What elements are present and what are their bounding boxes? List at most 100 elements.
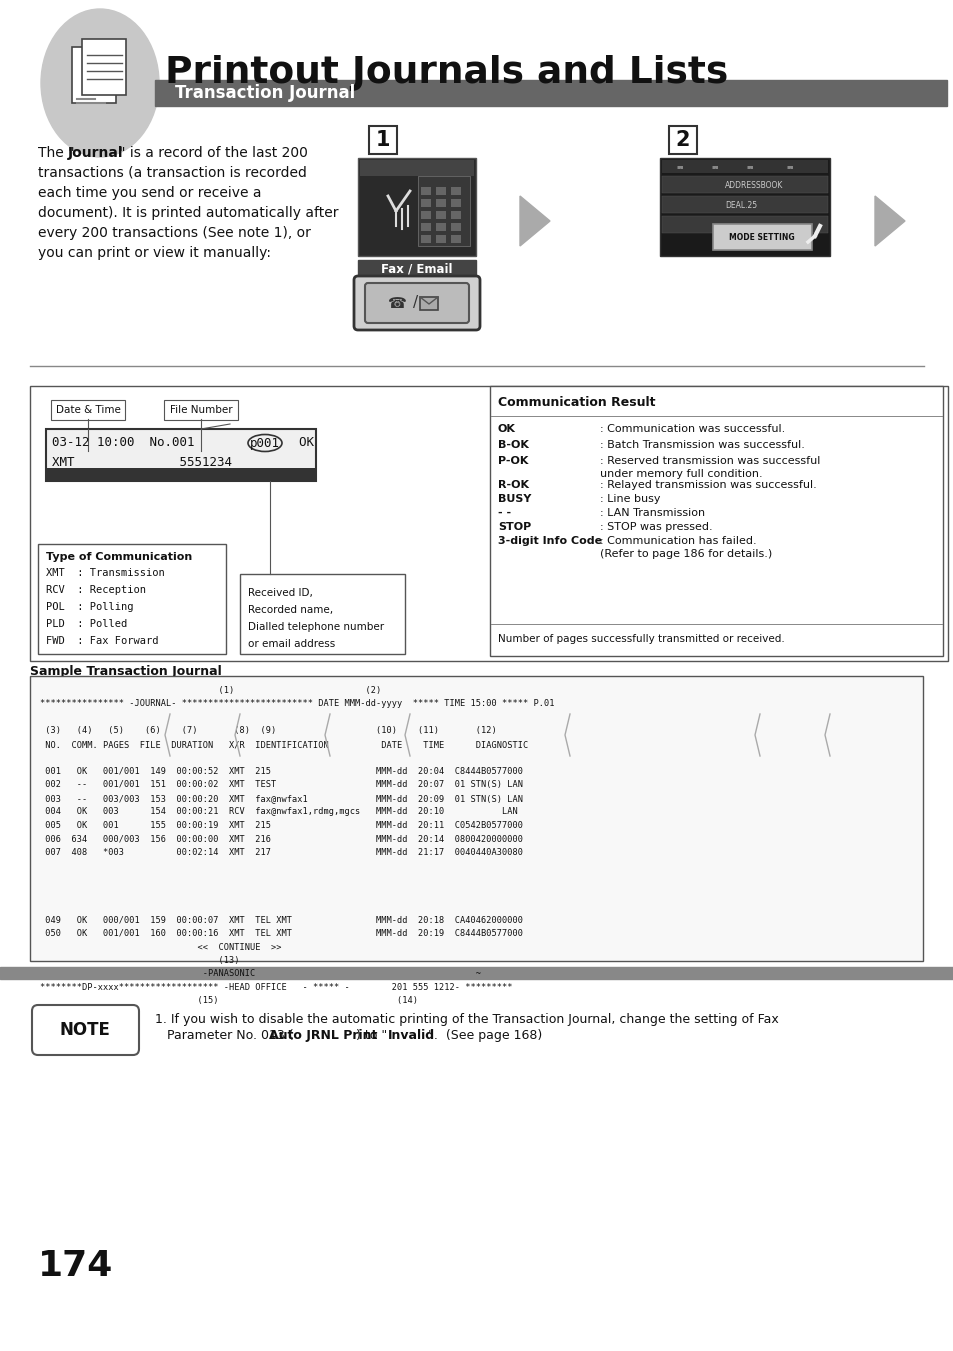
Text: B-OK: B-OK	[497, 440, 528, 450]
Text: ********DP-xxxx******************* -HEAD OFFICE   - ***** -        201 555 1212-: ********DP-xxxx******************* -HEAD…	[40, 984, 512, 992]
Bar	[661, 216, 827, 232]
Text: 005   OK   001      155  00:00:19  XMT  215                    MMM-dd  20:11  C0: 005 OK 001 155 00:00:19 XMT 215 MMM-dd 2…	[40, 821, 522, 830]
Text: R-OK: R-OK	[497, 480, 529, 490]
Bar	[659, 158, 829, 255]
Text: **************** -JOURNAL- ************************* DATE MMM-dd-yyyy  ***** TIM: **************** -JOURNAL- *************…	[40, 700, 554, 708]
Text: RCV  : Reception: RCV : Reception	[46, 585, 146, 594]
Text: : Reserved transmission was successful: : Reserved transmission was successful	[599, 457, 820, 466]
Text: Date & Time: Date & Time	[55, 405, 120, 415]
Bar	[436, 199, 446, 207]
FancyBboxPatch shape	[419, 297, 437, 309]
Text: p001: p001	[250, 436, 280, 450]
Text: 03-12 10:00  No.001: 03-12 10:00 No.001	[52, 436, 194, 450]
FancyBboxPatch shape	[712, 224, 811, 250]
Text: 3-digit Info Code: 3-digit Info Code	[497, 536, 601, 546]
Bar	[30, 386, 947, 661]
Text: ▪▪: ▪▪	[711, 165, 718, 169]
Bar	[451, 235, 460, 243]
Bar	[436, 186, 446, 195]
Bar	[357, 259, 476, 278]
Bar	[420, 235, 431, 243]
Text: OK: OK	[284, 436, 314, 450]
Bar	[436, 223, 446, 231]
Text: : LAN Transmission: : LAN Transmission	[599, 508, 704, 517]
Text: : Communication was successful.: : Communication was successful.	[599, 424, 784, 434]
Text: (3)   (4)   (5)    (6)    (7)       (8)  (9)                   (10)    (11)     : (3) (4) (5) (6) (7) (8) (9) (10) (11)	[40, 727, 497, 735]
Bar	[240, 574, 405, 654]
Text: Recorded name,: Recorded name,	[248, 605, 333, 615]
Bar	[420, 199, 431, 207]
Text: : Batch Transmission was successful.: : Batch Transmission was successful.	[599, 440, 804, 450]
FancyBboxPatch shape	[668, 126, 697, 154]
Text: NO.  COMM. PAGES  FILE  DURATION   X/R  IDENTIFICATION          DATE    TIME    : NO. COMM. PAGES FILE DURATION X/R IDENTI…	[40, 740, 528, 748]
Text: MODE SETTING: MODE SETTING	[728, 232, 794, 242]
Text: XMT              5551234: XMT 5551234	[52, 457, 232, 470]
Text: (15)                                  (14): (15) (14)	[40, 997, 417, 1005]
Bar	[420, 223, 431, 231]
Text: Number of pages successfully transmitted or received.: Number of pages successfully transmitted…	[497, 634, 784, 644]
FancyBboxPatch shape	[365, 282, 469, 323]
Text: OK: OK	[497, 424, 516, 434]
Text: Type of Communication: Type of Communication	[46, 553, 193, 562]
Text: : Relayed transmission was successful.: : Relayed transmission was successful.	[599, 480, 816, 490]
FancyBboxPatch shape	[71, 47, 116, 103]
Text: 001   OK   001/001  149  00:00:52  XMT  215                    MMM-dd  20:04  C8: 001 OK 001/001 149 00:00:52 XMT 215 MMM-…	[40, 767, 522, 775]
Text: - -: - -	[497, 508, 511, 517]
Text: 006  634   000/003  156  00:00:00  XMT  216                    MMM-dd  20:14  08: 006 634 000/003 156 00:00:00 XMT 216 MMM…	[40, 835, 522, 843]
Text: 002   --   001/001  151  00:00:02  XMT  TEST                   MMM-dd  20:07  01: 002 -- 001/001 151 00:00:02 XMT TEST MMM…	[40, 781, 522, 789]
Text: Transaction Journal: Transaction Journal	[174, 84, 355, 101]
Text: transactions (a transaction is recorded: transactions (a transaction is recorded	[38, 166, 307, 180]
Text: 003   --   003/003  153  00:00:20  XMT  fax@nwfax1             MMM-dd  20:09  01: 003 -- 003/003 153 00:00:20 XMT fax@nwfa…	[40, 794, 522, 802]
Text: document). It is printed automatically after: document). It is printed automatically a…	[38, 205, 338, 220]
Text: 1. If you wish to disable the automatic printing of the Transaction Journal, cha: 1. If you wish to disable the automatic …	[154, 1013, 778, 1025]
Bar	[0, 967, 953, 979]
Text: 049   OK   000/001  159  00:00:07  XMT  TEL XMT                MMM-dd  20:18  CA: 049 OK 000/001 159 00:00:07 XMT TEL XMT …	[40, 916, 522, 924]
Text: STOP: STOP	[497, 521, 531, 532]
FancyBboxPatch shape	[32, 1005, 139, 1055]
Text: DEAL.25: DEAL.25	[724, 200, 757, 209]
Text: BUSY: BUSY	[497, 494, 531, 504]
Text: : Communication has failed.: : Communication has failed.	[599, 536, 756, 546]
Bar	[154, 80, 946, 105]
Bar	[420, 186, 431, 195]
Text: ".  (See page 168): ". (See page 168)	[428, 1029, 542, 1042]
Polygon shape	[874, 196, 904, 246]
Text: XMT  : Transmission: XMT : Transmission	[46, 567, 165, 578]
Bar	[490, 386, 942, 657]
Text: (13): (13)	[40, 957, 239, 965]
Bar	[451, 211, 460, 219]
Bar	[420, 211, 431, 219]
Text: PLD  : Polled: PLD : Polled	[46, 619, 127, 630]
Text: 2: 2	[675, 130, 690, 150]
Text: Communication Result: Communication Result	[497, 396, 655, 409]
Bar	[47, 467, 314, 480]
Text: Fax / Email: Fax / Email	[381, 262, 453, 276]
Bar	[436, 235, 446, 243]
FancyBboxPatch shape	[369, 126, 396, 154]
Text: " is a record of the last 200: " is a record of the last 200	[119, 146, 308, 159]
Text: every 200 transactions (See note 1), or: every 200 transactions (See note 1), or	[38, 226, 311, 240]
Bar	[661, 159, 827, 173]
Ellipse shape	[41, 9, 159, 157]
Text: Journal: Journal	[68, 146, 123, 159]
FancyBboxPatch shape	[164, 400, 237, 420]
Text: ▪▪: ▪▪	[785, 165, 793, 169]
FancyBboxPatch shape	[354, 276, 479, 330]
Text: 050   OK   001/001  160  00:00:16  XMT  TEL XMT                MMM-dd  20:19  C8: 050 OK 001/001 160 00:00:16 XMT TEL XMT …	[40, 929, 522, 938]
Text: ▪▪: ▪▪	[676, 165, 683, 169]
Bar	[46, 430, 315, 481]
Bar	[661, 176, 827, 193]
Bar	[661, 196, 827, 213]
Text: 004   OK   003      154  00:00:21  RCV  fax@nwfax1,rdmg,mgcs   MMM-dd  20:10    : 004 OK 003 154 00:00:21 RCV fax@nwfax1,r…	[40, 808, 517, 816]
Text: ☎: ☎	[387, 296, 406, 311]
Text: : Line busy: : Line busy	[599, 494, 659, 504]
Text: NOTE: NOTE	[59, 1021, 111, 1039]
Text: 007  408   *003          00:02:14  XMT  217                    MMM-dd  21:17  00: 007 408 *003 00:02:14 XMT 217 MMM-dd 21:…	[40, 848, 522, 857]
Text: ▪▪: ▪▪	[745, 165, 753, 169]
Text: FWD  : Fax Forward: FWD : Fax Forward	[46, 636, 158, 646]
Text: : STOP was pressed.: : STOP was pressed.	[599, 521, 712, 532]
Text: Parameter No. 013 (: Parameter No. 013 (	[154, 1029, 294, 1042]
Text: The ": The "	[38, 146, 74, 159]
Text: or email address: or email address	[248, 639, 335, 648]
Bar	[436, 211, 446, 219]
